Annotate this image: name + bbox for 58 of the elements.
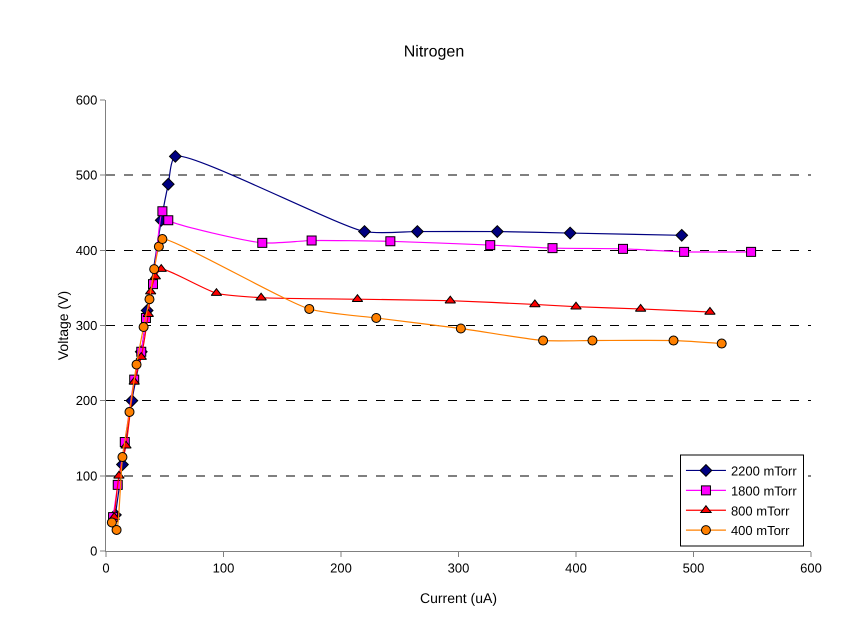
point — [716, 338, 727, 349]
y-tick-label: 600 — [76, 92, 98, 108]
point — [746, 246, 756, 257]
point — [704, 306, 716, 315]
point — [618, 244, 628, 254]
point — [162, 178, 175, 191]
x-tick-label: 0 — [102, 560, 110, 576]
x-tick-label: 100 — [212, 560, 234, 576]
point — [485, 240, 496, 250]
point — [668, 336, 679, 346]
legend-label: 800 mTorr — [730, 503, 790, 518]
point — [587, 336, 598, 346]
point — [157, 206, 168, 216]
point — [124, 406, 134, 417]
x-tick-label: 400 — [565, 560, 587, 576]
point — [634, 304, 646, 312]
point — [304, 304, 314, 314]
x-tick-label: 500 — [682, 560, 704, 576]
y-tick-label: 100 — [76, 468, 98, 484]
y-tick-label: 400 — [76, 242, 98, 258]
point — [144, 294, 154, 304]
point — [163, 215, 174, 226]
point — [564, 226, 576, 240]
point — [138, 322, 149, 332]
point — [538, 336, 548, 346]
point — [456, 324, 466, 334]
point — [117, 452, 128, 462]
point — [132, 360, 142, 370]
legend-label: 400 mTorr — [730, 523, 790, 538]
x-axis-title: Current (uA) — [420, 590, 498, 606]
point — [490, 225, 504, 238]
y-tick-label: 200 — [76, 393, 98, 408]
point — [106, 517, 117, 528]
point — [371, 312, 382, 323]
point — [257, 238, 268, 248]
y-tick-label: 500 — [76, 168, 98, 183]
x-tick-label: 300 — [448, 560, 470, 576]
point — [157, 234, 168, 244]
x-tick-label: 200 — [330, 560, 352, 576]
legend-label: 2200 mTorr — [730, 464, 798, 479]
point — [306, 236, 317, 246]
point — [168, 150, 182, 163]
legend-label: 1800 mTorr — [730, 483, 798, 498]
x-tick-label: 600 — [800, 560, 822, 576]
point — [112, 524, 122, 535]
point — [548, 243, 558, 254]
point — [385, 236, 396, 246]
y-tick-label: 0 — [90, 544, 98, 559]
point — [675, 228, 688, 242]
point — [358, 225, 371, 238]
chart-title: Nitrogen — [404, 43, 464, 60]
point — [149, 264, 160, 274]
point — [154, 242, 164, 252]
y-tick-label: 300 — [76, 318, 98, 334]
y-axis-title: Voltage (V) — [55, 290, 71, 360]
point — [529, 299, 541, 308]
point — [411, 225, 424, 238]
point — [679, 246, 690, 257]
